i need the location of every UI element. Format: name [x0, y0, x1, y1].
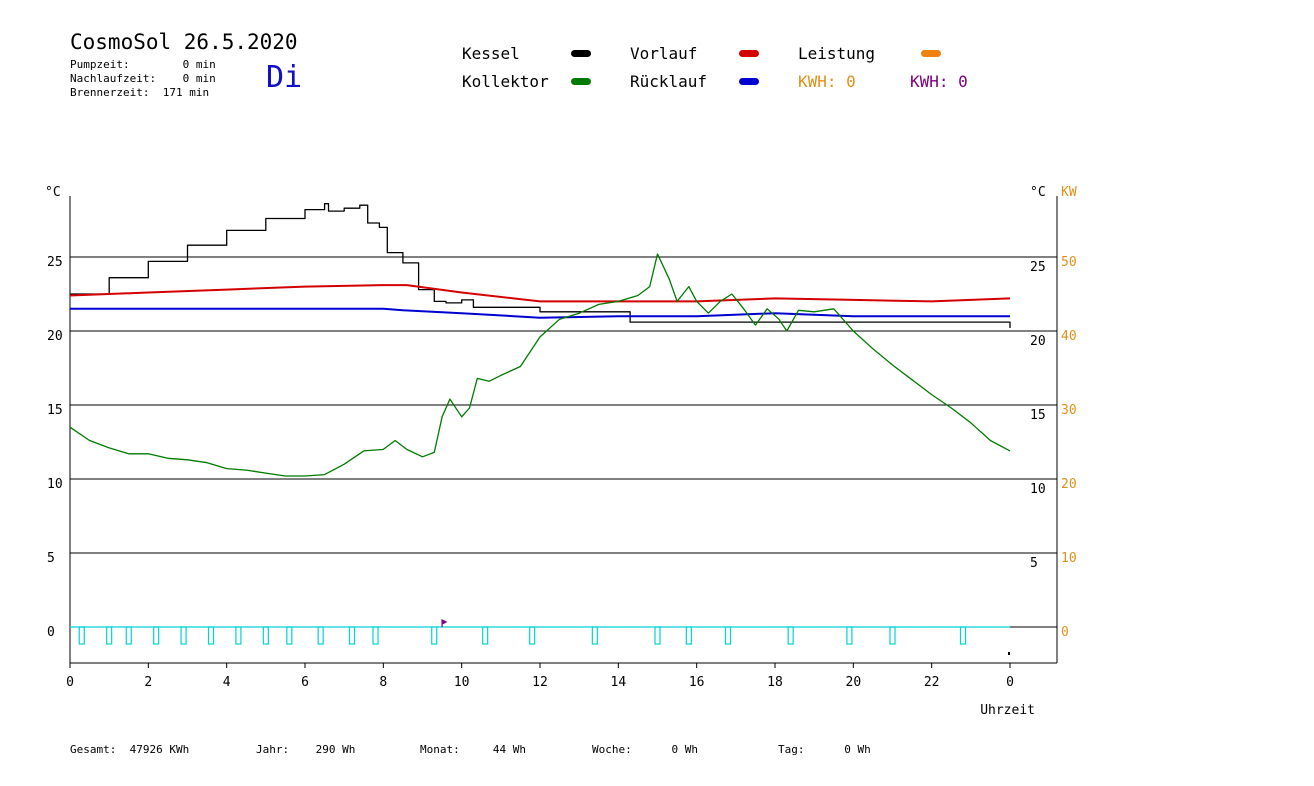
pump-pulse [348, 626, 356, 645]
pump-pulse [959, 626, 967, 645]
x-tick-label: 18 [767, 675, 783, 690]
legend-kollektor-label: Kollektor [462, 72, 549, 91]
legend-leistung-label: Leistung [798, 44, 876, 63]
pump-pulse [591, 626, 598, 645]
pump-marker [441, 619, 448, 627]
x-tick-label: 10 [454, 675, 470, 690]
legend-ruecklauf-label: Rücklauf [630, 72, 708, 91]
pumpzeit-text: Pumpzeit: 0 min [70, 58, 216, 71]
x-tick-label: 22 [924, 675, 940, 690]
y2-tick-label-kw: 20 [1061, 477, 1077, 492]
x-tick-label: 6 [301, 675, 309, 690]
y2-axis-unit-kw: KW [1061, 185, 1077, 200]
x-tick-label: 12 [532, 675, 548, 690]
pump-pulse [889, 626, 896, 645]
y-tick-label-left: 10 [47, 477, 63, 492]
pump-pulse [529, 626, 536, 645]
pump-pulse [207, 626, 215, 645]
y-axis-unit-left: °C [45, 185, 61, 200]
legend-ruecklauf-swatch [739, 78, 759, 85]
brennerzeit-text: Brennerzeit: 171 min [70, 86, 210, 99]
x-tick-label: 0 [1006, 675, 1014, 690]
pump-pulse [372, 626, 379, 645]
pump-pulse [106, 626, 113, 645]
footer-monat: Monat: 44 Wh [420, 743, 526, 756]
pump-pulse [431, 626, 438, 645]
pump-pulse [235, 626, 242, 645]
pump-pulse [317, 626, 324, 645]
y2-tick-label-kw: 30 [1061, 403, 1077, 418]
pump-pulse [78, 626, 85, 645]
pump-pulse [654, 626, 661, 645]
y-tick-label-left: 0 [47, 625, 55, 640]
end-marker [1008, 652, 1010, 655]
pump-pulse [846, 626, 853, 645]
legend-vorlauf-label: Vorlauf [630, 44, 698, 63]
series-kollektor-line [69, 253, 1011, 477]
y-tick-label-left: 5 [47, 551, 55, 566]
series-vorlauf-line [69, 284, 1011, 303]
footer-gesamt: Gesamt: 47926 KWh [70, 743, 190, 756]
legend-kessel-swatch [571, 50, 591, 57]
pump-pulse [125, 626, 132, 645]
page-title: CosmoSol 26.5.2020 [70, 30, 298, 54]
nachlaufzeit-text: Nachlaufzeit: 0 min [70, 72, 216, 85]
y-axis-unit-right: °C [1030, 185, 1046, 200]
y-tick-label-right: 25 [1030, 260, 1046, 275]
x-tick-label: 16 [689, 675, 705, 690]
x-axis-title: Uhrzeit [980, 703, 1035, 718]
pump-pulse [286, 626, 293, 645]
legend-kessel-label: Kessel [462, 44, 520, 63]
pump-pulse [262, 626, 269, 645]
y-tick-label-right: 20 [1030, 334, 1046, 349]
footer-woche: Woche: 0 Wh [592, 743, 698, 756]
legend-vorlauf-swatch [739, 50, 759, 57]
y2-tick-label-kw: 0 [1061, 625, 1069, 640]
kwh-orange-text: KWH: 0 [798, 72, 856, 91]
pump-pulse [724, 626, 732, 645]
x-tick-label: 4 [223, 675, 231, 690]
pump-pulse [180, 626, 187, 645]
footer-jahr: Jahr: 290 Wh [256, 743, 356, 756]
weekday-label: Di [266, 60, 303, 95]
y-tick-label-left: 20 [47, 329, 63, 344]
y2-tick-label-kw: 10 [1061, 551, 1077, 566]
kwh-purple-text: KWH: 0 [910, 72, 968, 91]
y-tick-label-left: 25 [47, 255, 63, 270]
footer-tag: Tag: 0 Wh [778, 743, 871, 756]
pump-pulse [153, 626, 160, 645]
y-tick-label-right: 10 [1030, 482, 1046, 497]
y-tick-label-right: 5 [1030, 556, 1038, 571]
legend-kollektor-swatch [571, 78, 591, 85]
y2-tick-label-kw: 40 [1061, 329, 1077, 344]
x-tick-label: 14 [611, 675, 627, 690]
pump-pulse [685, 626, 692, 645]
x-tick-label: 0 [66, 675, 74, 690]
x-tick-label: 20 [846, 675, 862, 690]
pump-pulse [787, 626, 794, 645]
x-tick-label: 8 [379, 675, 387, 690]
series-kessel-line [70, 203, 1011, 328]
x-tick-label: 2 [144, 675, 152, 690]
y2-tick-label-kw: 50 [1061, 255, 1077, 270]
legend-leistung-swatch [921, 50, 941, 57]
pump-pulse [482, 626, 489, 645]
y-tick-label-right: 15 [1030, 408, 1046, 423]
y-tick-label-left: 15 [47, 403, 63, 418]
